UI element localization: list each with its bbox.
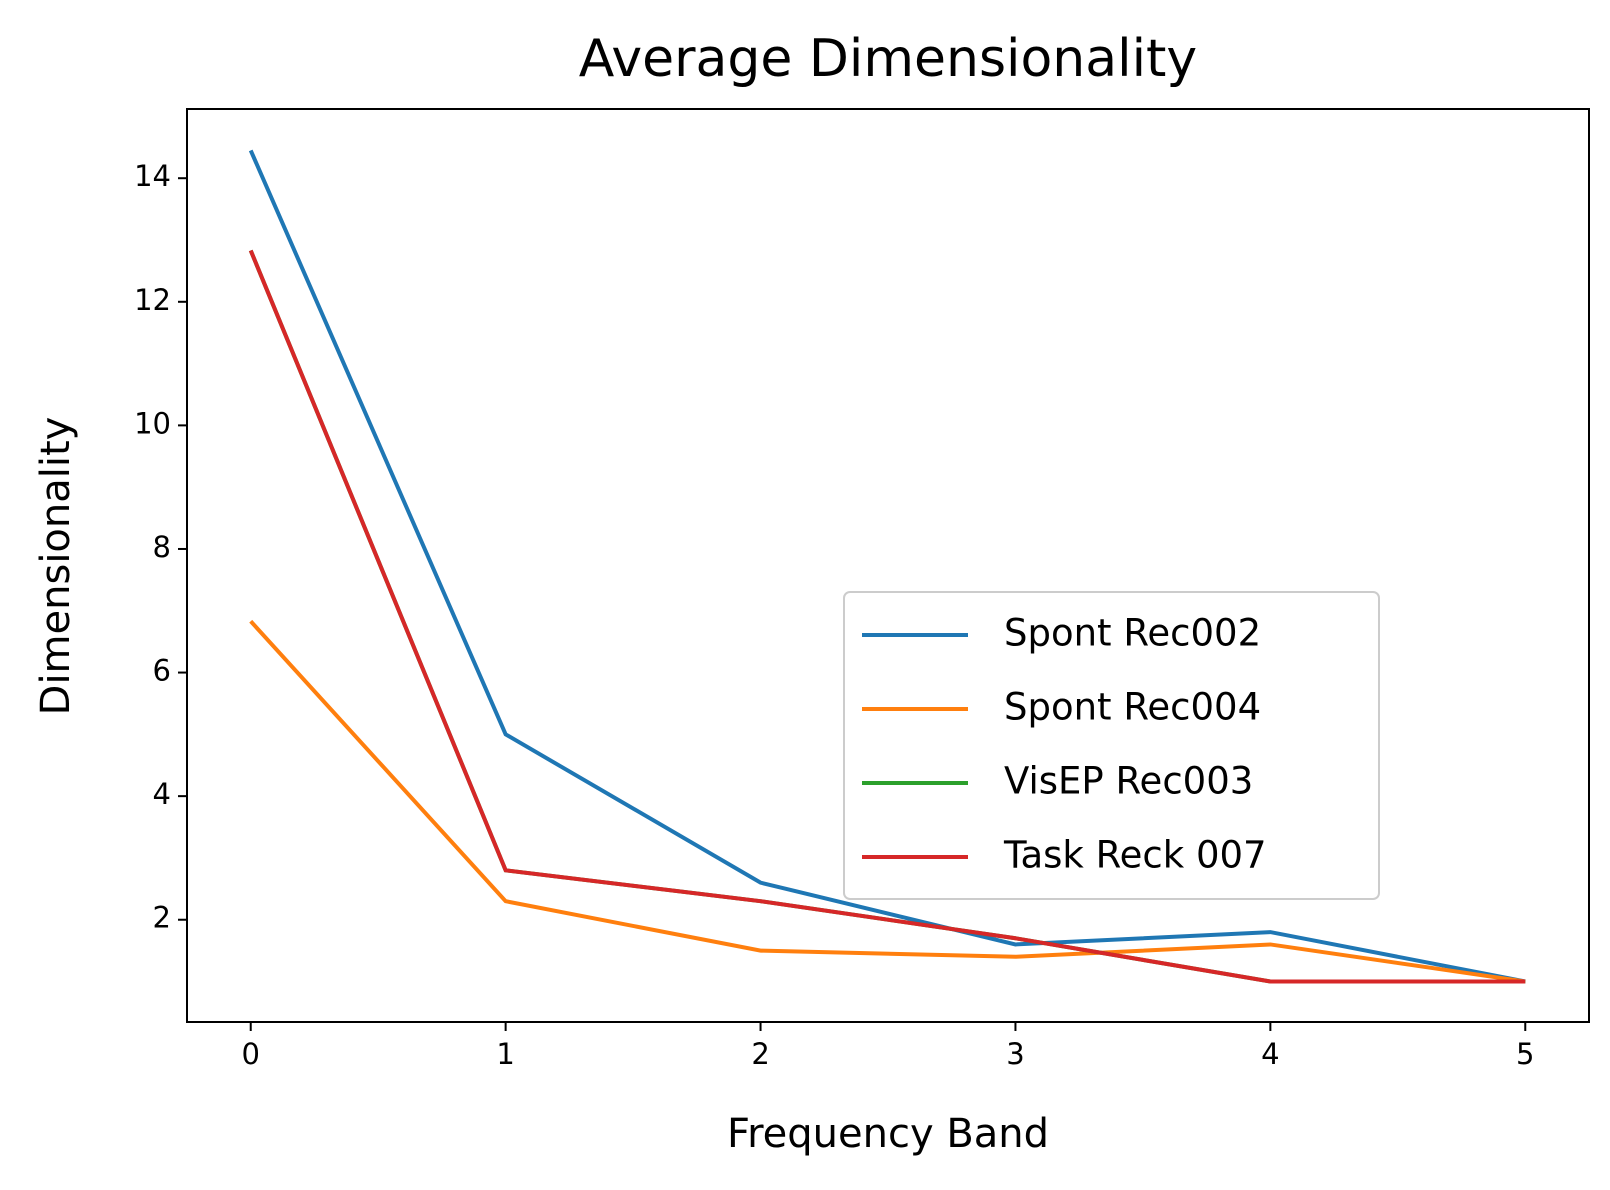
x-tick-label: 1 (496, 1037, 514, 1071)
y-tick-label: 2 (153, 901, 171, 935)
x-axis-label: Frequency Band (727, 1111, 1049, 1157)
y-tick-label: 14 (134, 159, 171, 193)
y-tick-label: 12 (134, 283, 171, 317)
y-tick-label: 6 (153, 654, 171, 688)
line (248, 149, 1526, 984)
y-tick-label: 10 (134, 406, 171, 440)
legend-label: Task Reck 007 (1003, 834, 1267, 877)
line (248, 249, 1526, 984)
legend-box (843, 591, 1380, 900)
line (249, 619, 1526, 984)
x-tick-label: 4 (1261, 1037, 1279, 1071)
legend-label: Spont Rec004 (1004, 686, 1261, 729)
x-tick-label: 2 (751, 1037, 769, 1071)
y-tick-label: 4 (153, 777, 171, 811)
legend-label: Spont Rec002 (1004, 612, 1261, 655)
x-tick-label: 5 (1516, 1037, 1534, 1071)
legend-label: VisEP Rec003 (1004, 760, 1253, 803)
y-tick-label: 8 (153, 530, 171, 564)
x-tick-label: 0 (242, 1037, 260, 1071)
plot-frame (186, 108, 1590, 1023)
chart-title: Average Dimensionality (579, 29, 1197, 89)
y-axis-label: Dimensionality (33, 417, 79, 716)
x-tick-label: 3 (1006, 1037, 1024, 1071)
